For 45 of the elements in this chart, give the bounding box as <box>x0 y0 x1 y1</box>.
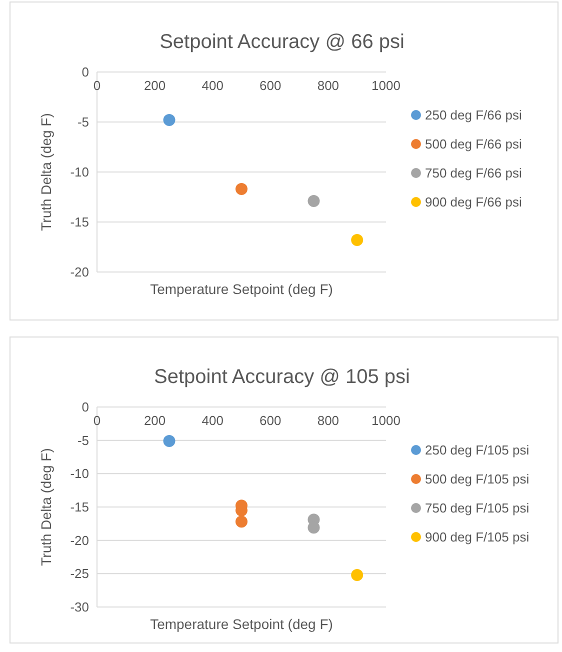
x-tick-label: 400 <box>202 413 224 428</box>
x-tick-label: 600 <box>260 413 282 428</box>
y-tick-label: -30 <box>70 600 89 615</box>
y-tick-label: 0 <box>82 64 89 80</box>
x-tick-label: 0 <box>93 78 101 93</box>
x-axis-title: Temperature Setpoint (deg F) <box>150 281 333 297</box>
y-tick-label: -15 <box>70 214 89 230</box>
x-tick-label: 800 <box>317 78 340 93</box>
legend-label: 750 deg F/66 psi <box>425 166 522 181</box>
y-tick-label: -25 <box>70 566 89 582</box>
y-tick-label: -5 <box>77 432 89 448</box>
y-tick-label: -5 <box>77 114 89 130</box>
point <box>163 435 176 447</box>
x-tick-label: 600 <box>260 78 282 93</box>
y-tick-label: -10 <box>70 164 89 180</box>
y-tick-label: 0 <box>82 400 89 415</box>
legend-label: 900 deg F/66 psi <box>425 194 522 210</box>
legend-label: 750 deg F/105 psi <box>425 500 530 516</box>
x-tick-label: 400 <box>202 78 224 93</box>
legend-label: 900 deg F/105 psi <box>425 530 530 545</box>
chart-title: Setpoint Accuracy @ 66 psi <box>160 31 404 53</box>
chart-title: Setpoint Accuracy @ 105 psi <box>154 366 410 388</box>
legend-label: 250 deg F/105 psi <box>425 442 530 458</box>
point <box>236 183 248 195</box>
legend-label: 500 deg F/105 psi <box>425 472 530 487</box>
x-axis-title: Temperature Setpoint (deg F) <box>150 616 333 632</box>
point <box>351 569 364 581</box>
legend-label: 500 deg F/66 psi <box>425 136 522 152</box>
x-tick-label: 1000 <box>372 413 400 428</box>
y-tick-label: -15 <box>70 500 89 515</box>
point <box>308 195 320 207</box>
x-tick-label: 800 <box>317 413 340 428</box>
point <box>236 516 248 528</box>
x-tick-label: 200 <box>144 78 166 93</box>
x-tick-label: 1000 <box>372 78 400 93</box>
y-axis-title: Truth Delta (deg F) <box>38 113 54 231</box>
x-tick-label: 0 <box>93 413 101 428</box>
y-tick-label: -10 <box>70 466 89 482</box>
point <box>351 234 364 246</box>
legend-label: 250 deg F/66 psi <box>425 108 522 123</box>
y-tick-label: -20 <box>70 532 89 548</box>
point <box>163 114 176 126</box>
y-tick-label: -20 <box>70 264 89 280</box>
y-axis-title: Truth Delta (deg F) <box>38 448 54 566</box>
x-tick-label: 200 <box>144 413 166 428</box>
